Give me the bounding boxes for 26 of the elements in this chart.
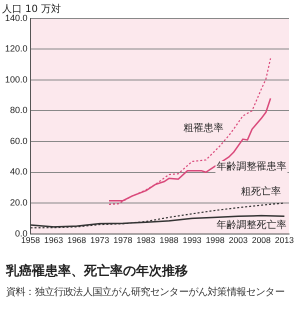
text: 乳癌罹患率、死亡率の年次推移 [6, 262, 188, 280]
x-tick-label: 1983 [136, 235, 156, 246]
y-tick-label: 140.0 [4, 12, 28, 23]
y-axis-title: 人口 10 万対 [2, 2, 62, 15]
x-tick-label: 1998 [206, 235, 225, 246]
y-tick-label: 60.0 [10, 136, 28, 146]
x-tick-label: 1973 [90, 235, 110, 246]
x-tick-label: 1993 [182, 235, 202, 246]
x-tick-label: 2003 [228, 235, 248, 246]
y-tick-label: 120.0 [4, 44, 28, 54]
x-tick-label: 1968 [67, 235, 86, 246]
y-tick-label: 20.0 [10, 198, 28, 208]
y-tick-label: 80.0 [10, 105, 28, 116]
series-label: 粗死亡率 [241, 185, 282, 198]
series-label: 年齢調整罹患率 [216, 160, 286, 173]
text: 資料：独立行政法人国立がん研究センターがん対策情報センター [6, 286, 284, 299]
x-tick-label: 2008 [252, 235, 272, 246]
x-tick-label: 1988 [160, 235, 179, 246]
x-tick-label: 1963 [44, 235, 64, 246]
y-tick-label: 100.0 [4, 74, 28, 84]
x-tick-label: 1978 [113, 235, 133, 246]
x-tick-label: 2013 [274, 235, 294, 246]
series-label: 年齢調整死亡率 [216, 218, 286, 231]
series-label: 粗罹患率 [184, 122, 224, 134]
line-series [30, 202, 285, 228]
y-tick-label: 40.0 [10, 166, 28, 177]
